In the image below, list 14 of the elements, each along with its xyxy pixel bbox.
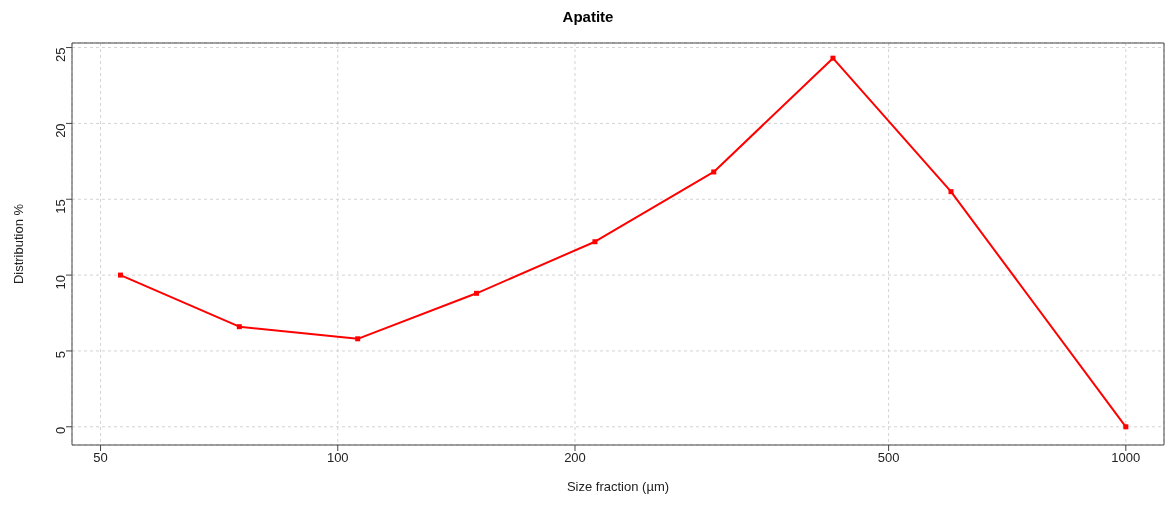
chart-title: Apatite xyxy=(561,8,615,25)
y-tick-label: 0 xyxy=(52,426,68,435)
y-tick-label: 20 xyxy=(52,123,68,138)
x-tick-label: 50 xyxy=(93,450,108,466)
y-tick-label: 5 xyxy=(52,350,68,359)
x-tick-label: 1000 xyxy=(1111,450,1141,466)
y-axis-title: Distribution % xyxy=(10,203,26,285)
x-tick-label: 500 xyxy=(877,450,900,466)
y-tick-label: 25 xyxy=(52,47,68,63)
x-axis-title: Size fraction (µm) xyxy=(566,479,670,494)
y-tick-label: 10 xyxy=(52,275,68,290)
x-tick-label: 200 xyxy=(564,450,586,466)
x-tick-label: 100 xyxy=(326,450,349,466)
y-tick-label: 15 xyxy=(52,199,68,214)
